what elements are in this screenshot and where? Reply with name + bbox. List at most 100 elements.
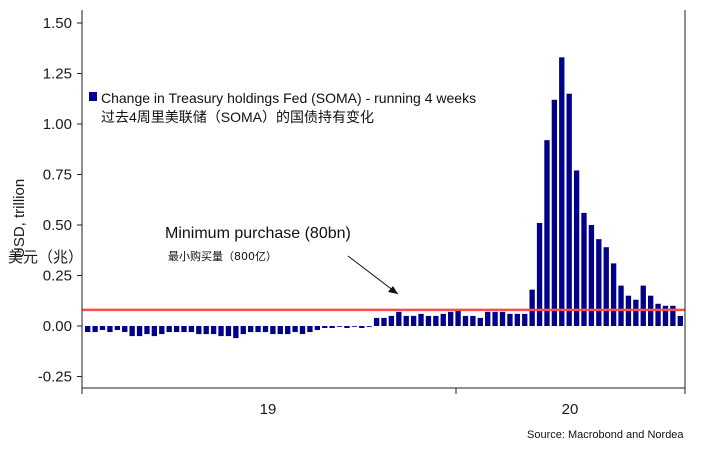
bar — [573, 170, 580, 326]
y-axis-label: USD, trillion — [11, 179, 28, 258]
bar — [329, 326, 335, 329]
bar — [107, 326, 113, 333]
legend: Change in Treasury holdings Fed (SOMA) -… — [89, 90, 476, 125]
y-tick-label: -0.25 — [38, 369, 72, 386]
bar — [418, 313, 424, 326]
annotation-label: Minimum purchase (80bn) — [165, 225, 351, 242]
bar — [114, 326, 120, 331]
legend-label-cn: 过去4周里美联储（SOMA）的国债持有变化 — [101, 109, 374, 125]
bar — [396, 311, 402, 326]
bar — [551, 99, 558, 326]
bar — [566, 93, 572, 326]
bar — [203, 326, 209, 335]
annotation-arrowhead — [388, 286, 398, 294]
bar — [159, 326, 165, 335]
bar — [455, 309, 461, 326]
bar — [410, 315, 417, 326]
bar — [492, 311, 498, 326]
bar — [462, 315, 469, 326]
annotation-label-cn: 最小购买量（800亿） — [168, 249, 277, 263]
y-tick-label: 0.75 — [43, 167, 72, 184]
bar — [322, 326, 328, 329]
bar — [440, 313, 446, 326]
bar — [581, 212, 587, 326]
bar — [173, 326, 180, 333]
x-tick-label: 20 — [562, 401, 579, 418]
bar — [499, 311, 506, 326]
bar — [248, 326, 254, 333]
bar — [433, 315, 439, 326]
y-tick-label: 1.00 — [43, 116, 72, 133]
bar — [670, 305, 676, 326]
annotation-arrow — [347, 255, 399, 295]
bar — [366, 326, 372, 327]
bar — [314, 326, 320, 331]
bar — [336, 326, 343, 327]
bar — [307, 326, 313, 333]
legend-label: Change in Treasury holdings Fed (SOMA) -… — [101, 90, 476, 106]
bar — [559, 57, 565, 327]
bar — [485, 311, 491, 326]
y-tick-label: 0.25 — [43, 268, 72, 285]
bar — [136, 326, 143, 337]
y-axis-label-cn: 美元（兆） — [8, 249, 83, 266]
bar — [373, 317, 380, 326]
bar — [522, 313, 528, 326]
y-tick-label: 1.25 — [43, 66, 72, 83]
bar — [425, 315, 432, 326]
bar — [225, 326, 232, 337]
bar — [85, 326, 91, 333]
bar — [129, 326, 135, 337]
bar — [151, 326, 158, 337]
bar — [233, 326, 239, 339]
bar — [277, 326, 283, 335]
bar — [99, 326, 106, 331]
annotation: Minimum purchase (80bn) 最小购买量（800亿） — [165, 225, 399, 295]
bar — [188, 326, 195, 333]
y-tick-label: 0.00 — [43, 318, 72, 335]
bar — [603, 247, 609, 326]
bar — [477, 317, 483, 326]
bar — [588, 225, 595, 326]
bar — [285, 326, 291, 335]
bar — [262, 326, 269, 333]
bar — [218, 326, 224, 337]
bar — [618, 285, 624, 326]
bar — [470, 315, 476, 326]
bar — [196, 326, 202, 335]
bar — [662, 305, 669, 326]
bar — [381, 317, 387, 326]
bar — [359, 326, 365, 329]
bar — [544, 140, 550, 326]
bar — [388, 315, 395, 326]
y-tick-label: 1.50 — [43, 15, 72, 32]
bar — [529, 289, 535, 326]
bar — [596, 239, 602, 326]
bar — [514, 313, 520, 326]
bar — [655, 303, 661, 326]
bar — [536, 222, 543, 326]
x-tick-label: 19 — [260, 401, 277, 418]
bar — [403, 315, 409, 326]
bar — [610, 263, 617, 326]
bar — [344, 326, 350, 329]
bar — [448, 311, 454, 326]
bar — [144, 326, 150, 335]
y-tick-label: 0.50 — [43, 217, 72, 234]
bar — [299, 326, 306, 335]
bar — [640, 285, 646, 326]
bar — [351, 326, 358, 327]
bar — [507, 313, 513, 326]
bar — [270, 326, 276, 335]
bar — [166, 326, 172, 333]
bar — [633, 299, 639, 326]
bar — [677, 315, 683, 326]
bar — [210, 326, 217, 335]
bar — [255, 326, 261, 333]
source-note: Source: Macrobond and Nordea — [527, 429, 684, 441]
bar — [122, 326, 128, 333]
bar — [240, 326, 246, 335]
bar — [181, 326, 187, 333]
bar — [92, 326, 98, 333]
